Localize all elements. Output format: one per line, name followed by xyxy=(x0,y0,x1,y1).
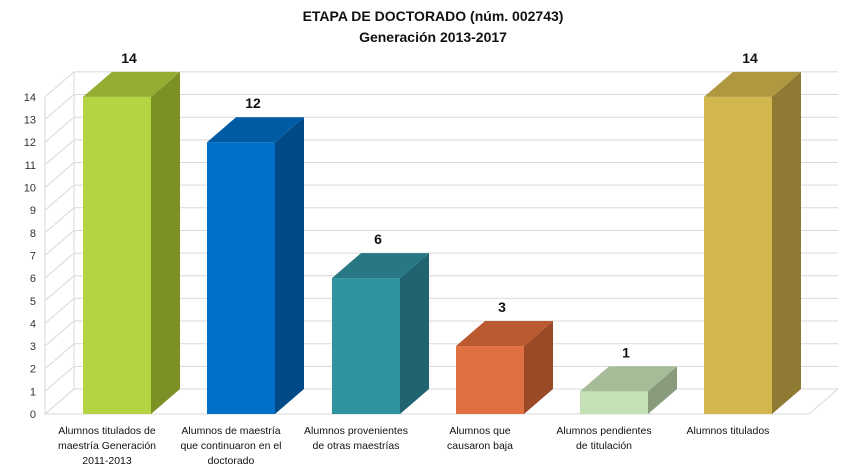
x-tick-label: Alumnos de maestría xyxy=(181,425,280,437)
y-tick-label: 5 xyxy=(30,296,36,308)
data-label: 6 xyxy=(374,231,382,247)
bar-front xyxy=(207,142,275,414)
y-tick-label: 14 xyxy=(24,92,36,104)
bar-side xyxy=(772,71,801,415)
chart-floor xyxy=(43,388,840,415)
gridline-side xyxy=(44,343,75,370)
y-tick-label: 10 xyxy=(24,183,36,195)
y-tick-label: 11 xyxy=(25,160,36,172)
y-tick-label: 8 xyxy=(30,228,36,240)
x-tick-label: causaron baja xyxy=(447,440,513,452)
gridline-side xyxy=(44,320,75,347)
x-tick-label: doctorado xyxy=(208,455,255,467)
y-tick-label: 6 xyxy=(30,273,36,285)
bar-top xyxy=(456,321,553,347)
x-tick-label: de titulación xyxy=(576,440,632,452)
chart-title: ETAPA DE DOCTORADO (núm. 002743) xyxy=(302,8,564,24)
y-tick-label: 3 xyxy=(30,341,36,353)
gridline-side xyxy=(44,71,75,98)
gridline-side xyxy=(44,162,75,188)
x-tick-label: maestría Generación xyxy=(58,440,156,452)
gridline-side xyxy=(44,207,75,234)
x-tick-label: Alumnos pendientes xyxy=(556,425,651,437)
bar-top xyxy=(332,253,429,279)
gridline-side xyxy=(44,298,75,324)
bar-side xyxy=(275,117,304,414)
x-tick-label: de otras maestrías xyxy=(313,440,400,452)
bar-front xyxy=(704,96,772,415)
x-tick-label: que continuaron en el xyxy=(181,440,282,452)
gridline-side xyxy=(44,139,75,166)
bar-side xyxy=(524,321,553,414)
y-tick-label: 4 xyxy=(30,318,36,330)
bar-top xyxy=(207,117,304,143)
x-tick-label: 2011-2013 xyxy=(82,455,132,467)
bar-front xyxy=(83,96,151,415)
y-tick-label: 9 xyxy=(30,205,36,217)
y-tick-label: 13 xyxy=(24,115,36,127)
gridline-side xyxy=(44,116,75,143)
bar-side xyxy=(400,253,429,414)
bar-top xyxy=(580,366,677,392)
y-tick-label: 2 xyxy=(30,364,36,376)
data-label: 1 xyxy=(622,344,630,360)
y-tick-label: 0 xyxy=(30,409,36,421)
gridline-side xyxy=(44,365,75,392)
bar-side xyxy=(648,366,677,414)
data-label: 14 xyxy=(742,50,758,66)
bar-front xyxy=(332,278,400,414)
gridline-side xyxy=(44,252,75,279)
chart-subtitle: Generación 2013-2017 xyxy=(359,29,507,45)
bar-side xyxy=(151,71,180,415)
bar-top xyxy=(83,71,180,97)
gridline-side xyxy=(44,94,75,120)
y-tick-label: 12 xyxy=(24,137,36,149)
x-tick-label: Alumnos provenientes xyxy=(304,425,408,437)
bar-top xyxy=(704,71,801,97)
x-tick-label: Alumnos que xyxy=(449,425,510,437)
bar-front xyxy=(580,391,648,414)
bar-front xyxy=(456,346,524,414)
y-tick-label: 7 xyxy=(30,250,36,262)
gridline-side xyxy=(44,275,75,302)
x-tick-label: Alumnos titulados de xyxy=(58,425,156,437)
y-tick-label: 1 xyxy=(30,386,36,398)
x-tick-label: Alumnos titulados xyxy=(687,425,770,437)
gridline-side xyxy=(44,230,75,256)
gridline-side xyxy=(44,184,75,211)
data-label: 12 xyxy=(245,95,261,111)
data-label: 3 xyxy=(498,299,506,315)
data-label: 14 xyxy=(121,50,137,66)
